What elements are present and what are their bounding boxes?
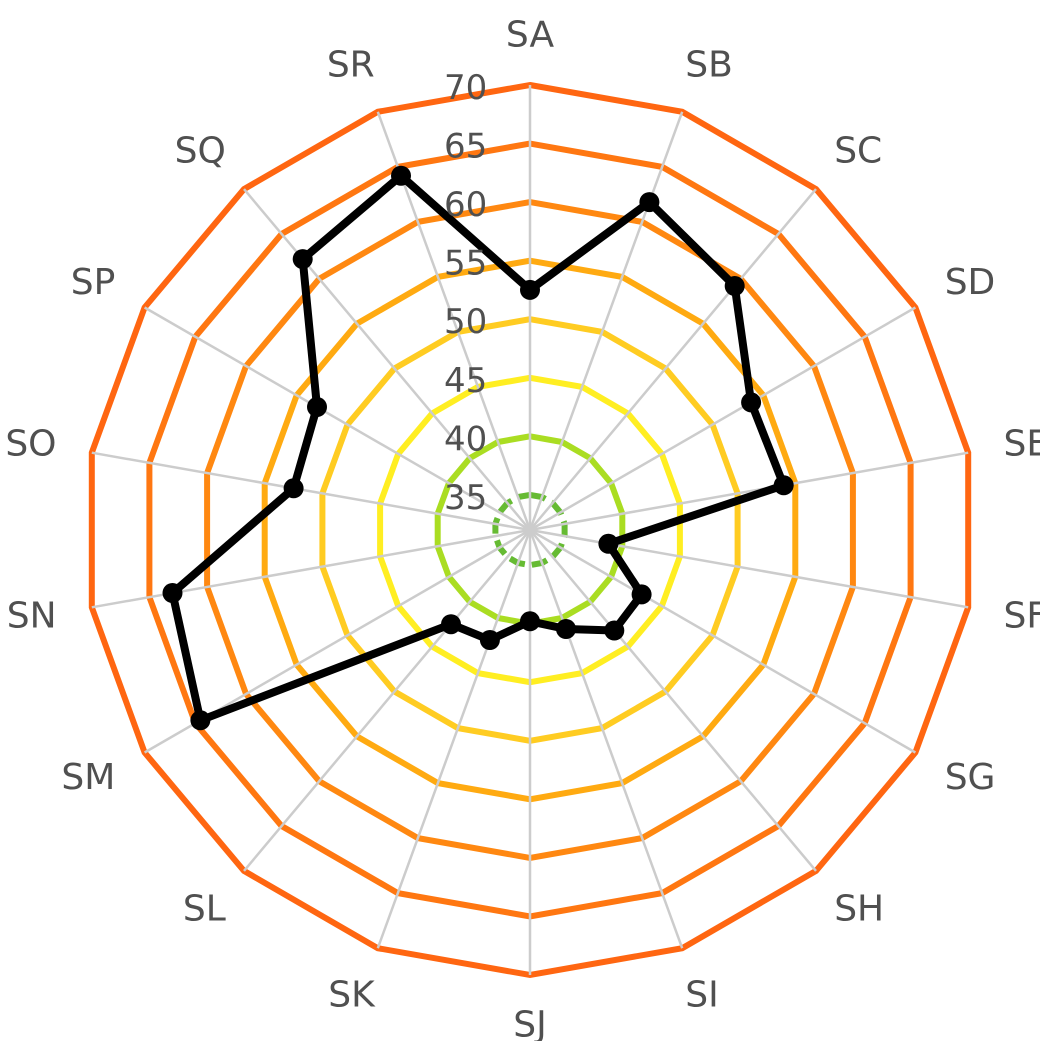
data-point-sc — [724, 276, 745, 296]
data-point-sf — [598, 533, 619, 554]
series-layer — [162, 165, 794, 731]
spoke-sc — [529, 188, 817, 531]
data-point-so — [283, 478, 304, 499]
radial-tick-labels: 35 40 45 50 55 60 65 70 — [444, 68, 487, 518]
data-point-si — [556, 619, 576, 639]
spoke-sb — [528, 111, 684, 531]
tick-label-70: 70 — [444, 68, 487, 108]
data-point-sj — [520, 611, 540, 632]
category-label-sr: SR — [327, 44, 375, 85]
spoke-sq — [243, 188, 531, 531]
data-point-sh — [604, 620, 625, 641]
category-label-sl: SL — [183, 889, 226, 930]
category-label-sb: SB — [685, 44, 733, 85]
data-point-se — [773, 475, 794, 496]
data-point-sn — [162, 583, 183, 603]
data-point-sd — [741, 392, 762, 413]
tick-label-55: 55 — [444, 244, 487, 284]
spoke-sh — [529, 529, 817, 872]
data-point-sq — [292, 249, 313, 270]
category-label-sf: SF — [1004, 596, 1040, 637]
tick-label-65: 65 — [444, 127, 487, 167]
spoke-sk — [376, 529, 532, 949]
category-label-sp: SP — [71, 262, 116, 303]
spoke-se — [529, 451, 969, 532]
data-point-sb — [639, 192, 660, 213]
category-label-sh: SH — [834, 889, 884, 930]
category-labels: SA SB SC SD SE SF SG SH SI SJ SK SL SM SN SO SP SQ SR — [5, 15, 1040, 1041]
spoke-sd — [529, 306, 917, 532]
spoke-si — [528, 529, 684, 949]
tick-label-60: 60 — [444, 185, 487, 225]
category-label-sk: SK — [328, 975, 376, 1016]
category-label-so: SO — [5, 424, 56, 465]
data-point-sa — [520, 279, 540, 300]
data-point-sk — [479, 630, 500, 650]
data-point-sm — [190, 710, 211, 731]
category-label-sm: SM — [61, 757, 115, 798]
category-label-sg: SG — [945, 757, 996, 798]
spoke-sp — [143, 306, 531, 532]
category-label-si: SI — [685, 975, 718, 1016]
data-point-sl — [441, 614, 461, 635]
category-label-se: SE — [1004, 424, 1040, 465]
category-label-sa: SA — [506, 15, 555, 56]
spoke-sg — [529, 528, 917, 754]
tick-label-40: 40 — [444, 419, 487, 459]
tick-label-50: 50 — [444, 302, 487, 342]
category-label-sq: SQ — [175, 130, 226, 171]
data-point-sp — [307, 397, 327, 417]
category-label-sd: SD — [945, 262, 996, 303]
category-label-sj: SJ — [513, 1005, 546, 1041]
tick-label-45: 45 — [444, 361, 487, 401]
category-label-sn: SN — [7, 596, 57, 637]
spoke-sl — [243, 529, 531, 872]
spoke-so — [91, 451, 531, 532]
grid-spokes — [91, 85, 969, 975]
data-point-sr — [391, 165, 411, 186]
data-point-sg — [631, 584, 652, 605]
tick-label-35: 35 — [444, 478, 487, 518]
category-label-sc: SC — [834, 130, 882, 171]
